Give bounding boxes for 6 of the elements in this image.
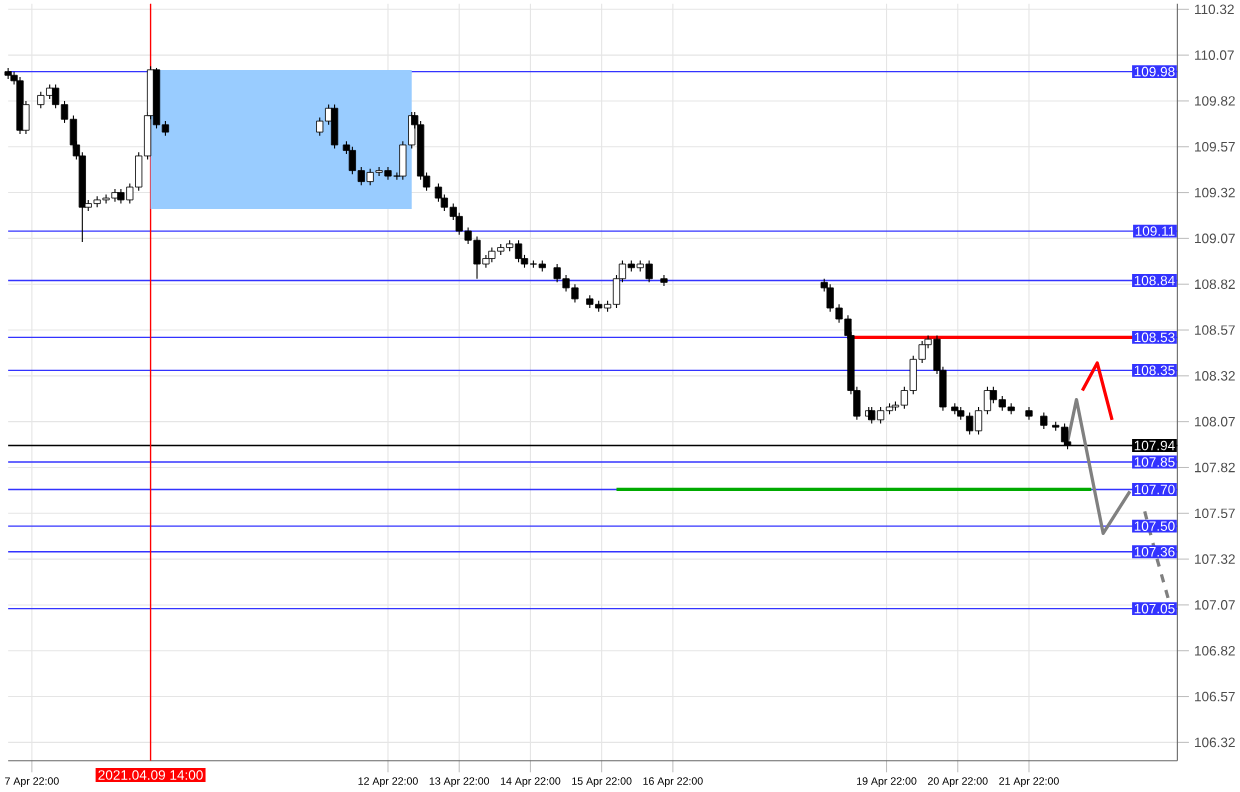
candlestick: [434, 183, 443, 203]
candlestick: [330, 104, 339, 150]
candlestick: [4, 67, 12, 80]
line-series: [1065, 398, 1132, 536]
candlestick: [660, 274, 668, 287]
candlestick: [514, 239, 523, 264]
